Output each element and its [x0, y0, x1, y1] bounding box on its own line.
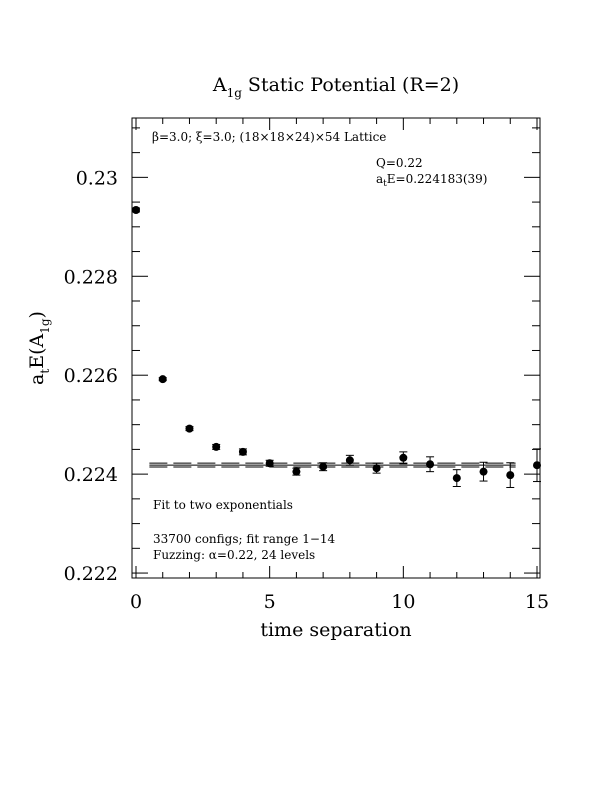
data-point — [479, 467, 488, 476]
data-point — [238, 447, 247, 456]
x-tick-label: 0 — [130, 591, 142, 613]
data-point — [132, 206, 140, 214]
energy-annotation: atE=0.224183(39) — [376, 172, 488, 189]
x-tick-label: 10 — [391, 591, 415, 613]
data-point — [319, 462, 328, 471]
y-tick-label: 0.23 — [76, 167, 118, 189]
data-point — [452, 474, 461, 483]
data-point — [185, 424, 194, 433]
x-axis-label: time separation — [260, 619, 411, 641]
data-point — [399, 453, 408, 462]
y-tick-label: 0.226 — [64, 365, 118, 387]
plot-frame — [131, 117, 541, 579]
data-point — [506, 471, 515, 480]
data-point — [292, 467, 301, 476]
y-tick-label: 0.224 — [64, 464, 118, 486]
x-tick-label: 15 — [525, 591, 549, 613]
y-axis-label: atE(A1g) — [26, 311, 52, 385]
data-point — [212, 442, 221, 451]
fuzzing-annotation: Fuzzing: α=0.22, 24 levels — [153, 548, 315, 562]
q-annotation: Q=0.22 — [376, 156, 423, 170]
configs-annotation: 33700 configs; fit range 1−14 — [153, 532, 336, 546]
chart-title: A1g Static Potential (R=2) — [212, 74, 459, 100]
data-point — [372, 464, 381, 473]
data-point — [426, 460, 435, 469]
data-point — [345, 456, 354, 465]
data-point — [158, 375, 167, 384]
x-tick-label: 5 — [264, 591, 276, 613]
fit-label-annotation: Fit to two exponentials — [153, 498, 293, 512]
data-point — [533, 461, 541, 470]
y-tick-label: 0.228 — [64, 266, 118, 288]
y-tick-label: 0.222 — [64, 563, 118, 585]
data-point — [265, 459, 274, 468]
lattice-annotation: β=3.0; ξ=3.0; (18×18×24)×54 Lattice — [152, 130, 386, 144]
